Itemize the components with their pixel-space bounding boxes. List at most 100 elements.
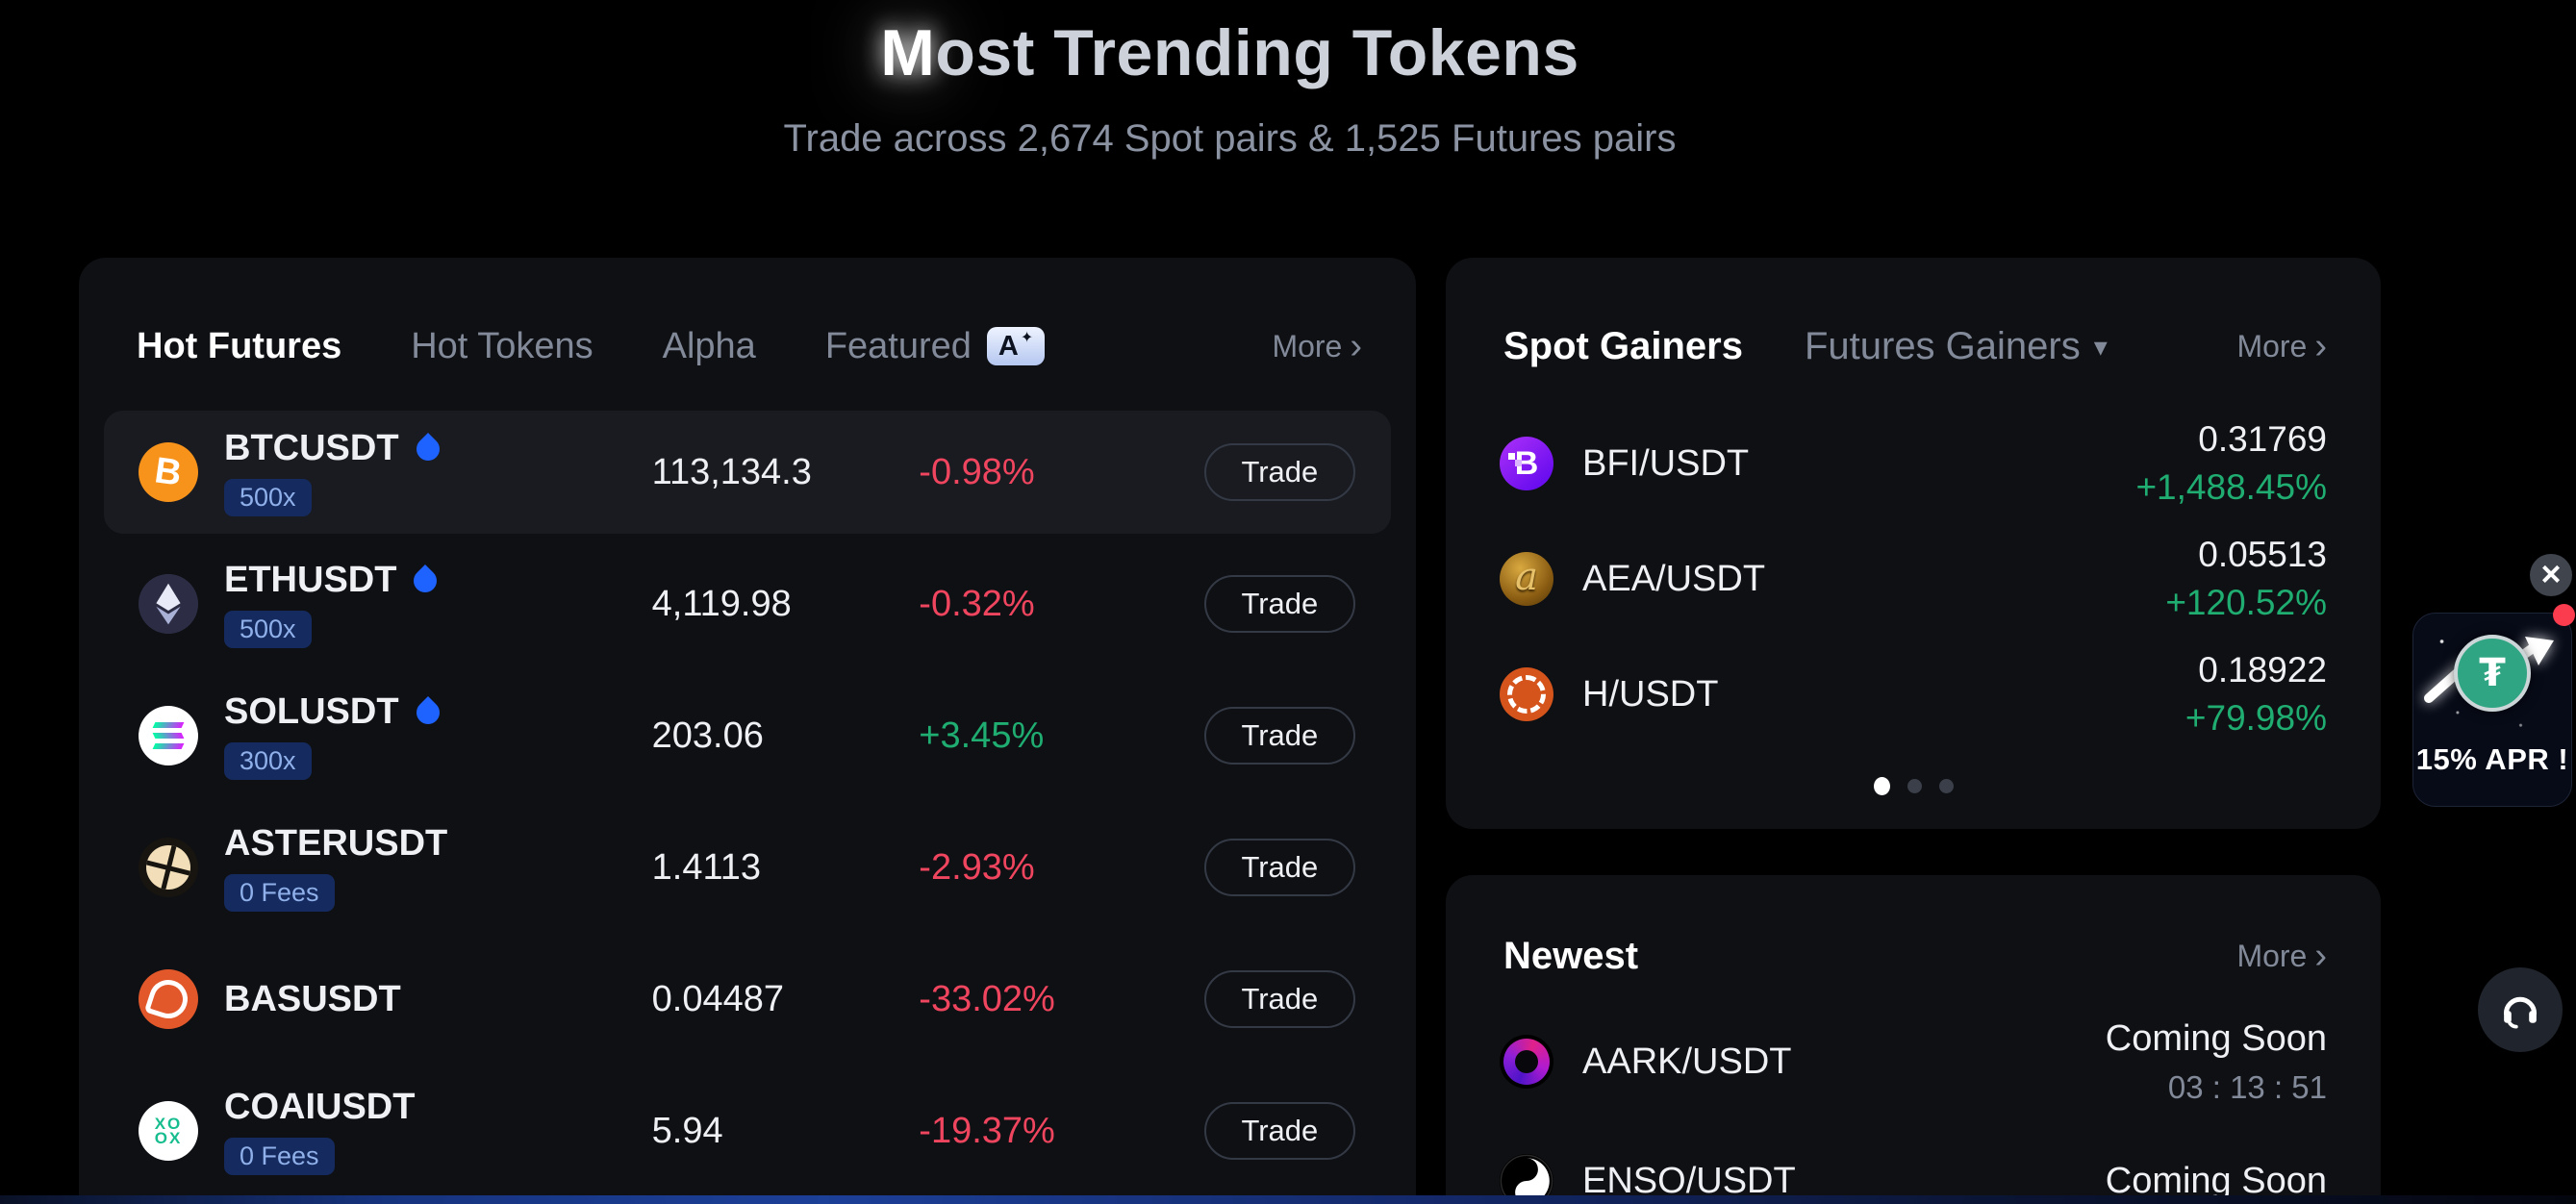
symbol-cell: COAIUSDT 0 Fees bbox=[224, 1087, 652, 1175]
carousel-dot-2[interactable] bbox=[1907, 779, 1922, 793]
symbol-text: SOLUSDT bbox=[224, 691, 399, 732]
symbol-cell: BTCUSDT 500x bbox=[224, 428, 652, 516]
trending-row-coaiusdt[interactable]: XO OX COAIUSDT 0 Fees 5.94 -19.37% Trade bbox=[104, 1069, 1391, 1192]
gainer-row-bfi-usdt[interactable]: B BFI/USDT 0.31769 +1,488.45% bbox=[1500, 406, 2327, 521]
status-cell: Coming Soon bbox=[2106, 1161, 2327, 1202]
newest-rows: AARK/USDT Coming Soon 03 : 13 : 51 ENSO/USD… bbox=[1446, 1002, 2381, 1204]
tab-hot-futures[interactable]: Hot Futures bbox=[137, 326, 341, 367]
price-cell: 1.4113 bbox=[651, 846, 762, 888]
gainer-row-h-usdt[interactable]: H/USDT 0.18922 +79.98% bbox=[1500, 637, 2327, 752]
sol-icon bbox=[139, 706, 198, 765]
flame-icon bbox=[411, 432, 444, 465]
gainers-rows: B BFI/USDT 0.31769 +1,488.45% a AEA/USDT 0.055… bbox=[1446, 406, 2381, 752]
symbol-line: SOLUSDT bbox=[224, 691, 652, 733]
price-cell: 0.04487 bbox=[651, 978, 785, 1019]
tab-label: Hot Futures bbox=[137, 325, 342, 366]
more-link[interactable]: More › bbox=[1272, 325, 1362, 366]
symbol-text: BASUSDT bbox=[224, 978, 401, 1019]
change-cell: -2.93% bbox=[919, 846, 1035, 888]
more-link[interactable]: More › bbox=[2236, 325, 2327, 366]
chevron-right-icon: › bbox=[1350, 325, 1362, 366]
newest-row-aark-usdt[interactable]: AARK/USDT Coming Soon 03 : 13 : 51 bbox=[1500, 1002, 2327, 1121]
carousel-dot-1[interactable] bbox=[1873, 777, 1890, 795]
price-change-cell: 0.05513 +120.52% bbox=[2165, 535, 2327, 623]
badge-leverage: 500x bbox=[224, 479, 312, 516]
tab-label: Hot Tokens bbox=[411, 325, 593, 366]
price-cell: 113,134.3 bbox=[651, 451, 812, 492]
trending-row-asterusdt[interactable]: ASTERUSDT 0 Fees 1.4113 -2.93% Trade bbox=[104, 806, 1391, 929]
trade-button[interactable]: Trade bbox=[1203, 575, 1356, 633]
chevron-right-icon: › bbox=[2314, 325, 2327, 366]
trade-button[interactable]: Trade bbox=[1203, 707, 1356, 765]
aark-icon bbox=[1500, 1035, 1553, 1089]
trade-button[interactable]: Trade bbox=[1203, 443, 1356, 501]
flame-icon bbox=[411, 695, 444, 729]
support-button[interactable] bbox=[2478, 967, 2563, 1052]
close-icon[interactable] bbox=[2530, 554, 2572, 596]
trade-button[interactable]: Trade bbox=[1203, 1102, 1356, 1160]
trending-row-ethusdt[interactable]: ETHUSDT 500x 4,119.98 -0.32% Trade bbox=[104, 542, 1391, 665]
promo-artwork bbox=[2413, 614, 2571, 740]
price-cell: 4,119.98 bbox=[651, 583, 792, 624]
newest-card: Newest More › AARK/USDT Coming Soon 03 : 13… bbox=[1446, 875, 2381, 1204]
tab-spot-gainers[interactable]: Spot Gainers bbox=[1503, 325, 1743, 368]
tab-hot-tokens[interactable]: Hot Tokens bbox=[411, 326, 593, 367]
newest-row-enso-usdt[interactable]: ENSO/USDT Coming Soon bbox=[1500, 1121, 2327, 1204]
pair-text: AEA/USDT bbox=[1582, 558, 1766, 599]
more-label: More bbox=[2236, 938, 2308, 973]
symbol-line: ETHUSDT bbox=[224, 560, 652, 601]
page-title: Most Trending Tokens bbox=[880, 16, 1579, 89]
change-cell: +3.45% bbox=[919, 715, 1045, 756]
symbol-line: COAIUSDT bbox=[224, 1087, 652, 1128]
trending-tabs: Hot Futures Hot Tokens Alpha Featured A ✦ bbox=[137, 326, 1046, 367]
symbol-line: BTCUSDT bbox=[224, 428, 652, 469]
tab-featured[interactable]: Featured A ✦ bbox=[825, 326, 1046, 367]
aea-icon: a bbox=[1500, 552, 1553, 606]
eth-icon bbox=[139, 574, 198, 634]
trending-row-basusdt[interactable]: BASUSDT 0.04487 -33.02% Trade bbox=[104, 938, 1391, 1061]
chevron-right-icon: › bbox=[2314, 935, 2327, 976]
carousel-dot-3[interactable] bbox=[1938, 779, 1954, 793]
change-cell: -0.98% bbox=[919, 451, 1035, 492]
trade-button[interactable]: Trade bbox=[1203, 839, 1356, 896]
more-link[interactable]: More › bbox=[2236, 935, 2327, 976]
tether-coin-icon bbox=[2454, 635, 2531, 712]
change-cell: -33.02% bbox=[919, 978, 1055, 1019]
bottom-section-edge bbox=[0, 1195, 2576, 1204]
symbol-cell: ASTERUSDT 0 Fees bbox=[224, 823, 652, 912]
btc-icon: B bbox=[139, 442, 198, 502]
change-text: +79.98% bbox=[2185, 698, 2327, 738]
tab-alpha[interactable]: Alpha bbox=[663, 326, 756, 367]
newest-card-header: Newest More › bbox=[1446, 875, 2381, 983]
symbol-text: ASTERUSDT bbox=[224, 823, 448, 864]
trending-row-solusdt[interactable]: SOLUSDT 300x 203.06 +3.45% Trade bbox=[104, 674, 1391, 797]
trending-row-btcusdt[interactable]: B BTCUSDT 500x 113,134.3 -0.98% Trade bbox=[104, 411, 1391, 534]
ai-featured-badge-icon: A ✦ bbox=[986, 326, 1046, 366]
pair-text: BFI/USDT bbox=[1582, 442, 1750, 484]
pair-text: ENSO/USDT bbox=[1582, 1160, 1796, 1201]
bas-icon bbox=[139, 969, 198, 1029]
symbol-line: BASUSDT bbox=[224, 979, 652, 1020]
gainer-row-aea-usdt[interactable]: a AEA/USDT 0.05513 +120.52% bbox=[1500, 521, 2327, 637]
tab-label: Alpha bbox=[662, 325, 756, 366]
symbol-cell: ETHUSDT 500x bbox=[224, 560, 652, 648]
symbol-line: ASTERUSDT bbox=[224, 823, 652, 865]
price-text: 0.18922 bbox=[2198, 650, 2327, 690]
pair-text: AARK/USDT bbox=[1582, 1041, 1792, 1082]
tab-futures-gainers[interactable]: Futures Gainers ▾ bbox=[1805, 325, 2108, 368]
gainers-card-header: Spot Gainers Futures Gainers ▾ More › bbox=[1446, 258, 2381, 373]
tab-label: Futures Gainers bbox=[1804, 324, 2081, 367]
headset-icon bbox=[2503, 996, 2538, 1029]
more-label: More bbox=[2236, 328, 2308, 364]
gainers-tabs: Spot Gainers Futures Gainers ▾ bbox=[1503, 325, 2108, 368]
carousel-dots bbox=[1446, 777, 2381, 795]
symbol-cell: BASUSDT bbox=[224, 979, 652, 1020]
hero-section: Most Trending Tokens Trade across 2,674 … bbox=[79, 0, 2381, 161]
trade-button[interactable]: Trade bbox=[1203, 970, 1356, 1028]
apr-promo-banner[interactable]: 15% APR ! bbox=[2412, 613, 2572, 807]
price-change-cell: 0.31769 +1,488.45% bbox=[2135, 419, 2327, 508]
badge-leverage: 300x bbox=[224, 742, 312, 780]
bfi-icon: B bbox=[1500, 437, 1553, 490]
price-change-cell: 0.18922 +79.98% bbox=[2185, 650, 2327, 739]
